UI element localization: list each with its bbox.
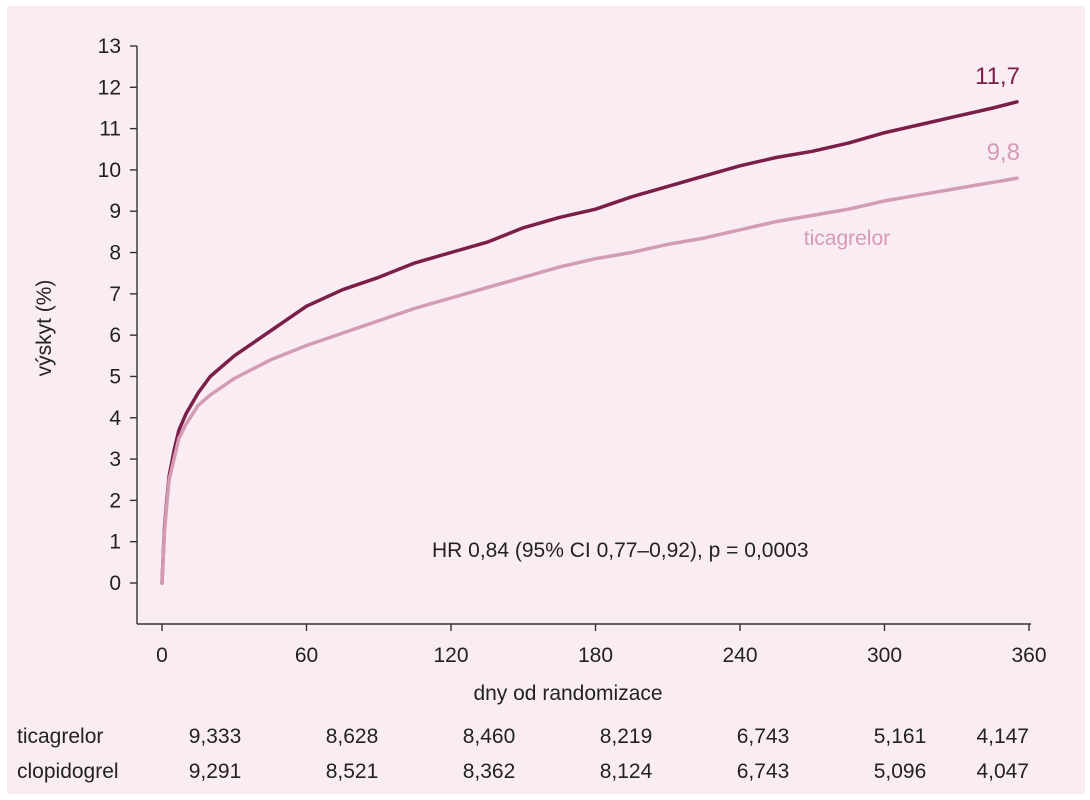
series-layer xyxy=(160,100,1019,585)
risk-cell: 5,096 xyxy=(874,760,927,783)
risk-cell: 8,628 xyxy=(326,725,379,748)
risk-cell: 5,161 xyxy=(874,725,927,748)
risk-cell: 4,147 xyxy=(976,725,1029,748)
series-name-ticagrelor: ticagrelor xyxy=(804,227,890,250)
risk-cell: 8,362 xyxy=(463,760,516,783)
risk-cell: 9,333 xyxy=(189,725,242,748)
y-tick-label: 2 xyxy=(109,489,121,512)
y-tick-label: 10 xyxy=(98,159,121,182)
risk-cell: 6,743 xyxy=(737,725,790,748)
y-tick-label: 7 xyxy=(109,283,121,306)
end-label-clopidogrel: 11,7 xyxy=(975,63,1020,90)
y-tick-label: 6 xyxy=(109,324,121,347)
y-tick-label: 13 xyxy=(98,35,121,58)
x-axis-title: dny od randomizace xyxy=(473,682,662,705)
risk-cell: 4,047 xyxy=(976,760,1029,783)
x-tick-label: 300 xyxy=(867,644,902,667)
x-tick-label: 60 xyxy=(295,644,318,667)
risk-cell: 8,460 xyxy=(463,725,516,748)
risk-cell: 6,743 xyxy=(737,760,790,783)
end-label-ticagrelor: 9,8 xyxy=(987,139,1020,166)
risk-cell: 8,219 xyxy=(600,725,653,748)
y-tick-label: 4 xyxy=(109,407,121,430)
risk-cell: 8,521 xyxy=(326,760,379,783)
y-tick-label: 0 xyxy=(109,572,121,595)
y-tick-label: 3 xyxy=(109,448,121,471)
x-tick-label: 120 xyxy=(433,644,468,667)
risk-row-label: ticagrelor xyxy=(17,725,103,748)
y-tick-label: 8 xyxy=(109,242,121,265)
series-line-clopidogrel xyxy=(160,100,1019,585)
y-tick-label: 11 xyxy=(99,118,121,141)
y-axis-title: výskyt (%) xyxy=(33,280,56,377)
chart-panel: 0 1 2 3 4 5 6 7 8 9 10 11 12 13 0 60 120 180 240 300 360 11,… xyxy=(7,6,1085,794)
x-tick-label: 0 xyxy=(156,644,168,667)
x-tick-label: 180 xyxy=(578,644,613,667)
y-tick-label: 5 xyxy=(109,365,121,388)
risk-cell: 9,291 xyxy=(189,760,242,783)
series-line-ticagrelor xyxy=(160,176,1019,585)
hr-annotation: HR 0,84 (95% CI 0,77–0,92), p = 0,0003 xyxy=(432,539,809,562)
risk-table: ticagrelor 9,333 8,628 8,460 8,219 6,743 5,161… xyxy=(17,725,1029,783)
risk-cell: 8,124 xyxy=(600,760,653,783)
x-tick-label: 240 xyxy=(722,644,757,667)
risk-row-label: clopidogrel xyxy=(17,760,119,783)
y-tick-label: 1 xyxy=(109,531,121,554)
x-tick-label: 360 xyxy=(1011,644,1046,667)
y-tick-label: 12 xyxy=(98,76,121,99)
y-tick-label: 9 xyxy=(109,200,121,223)
